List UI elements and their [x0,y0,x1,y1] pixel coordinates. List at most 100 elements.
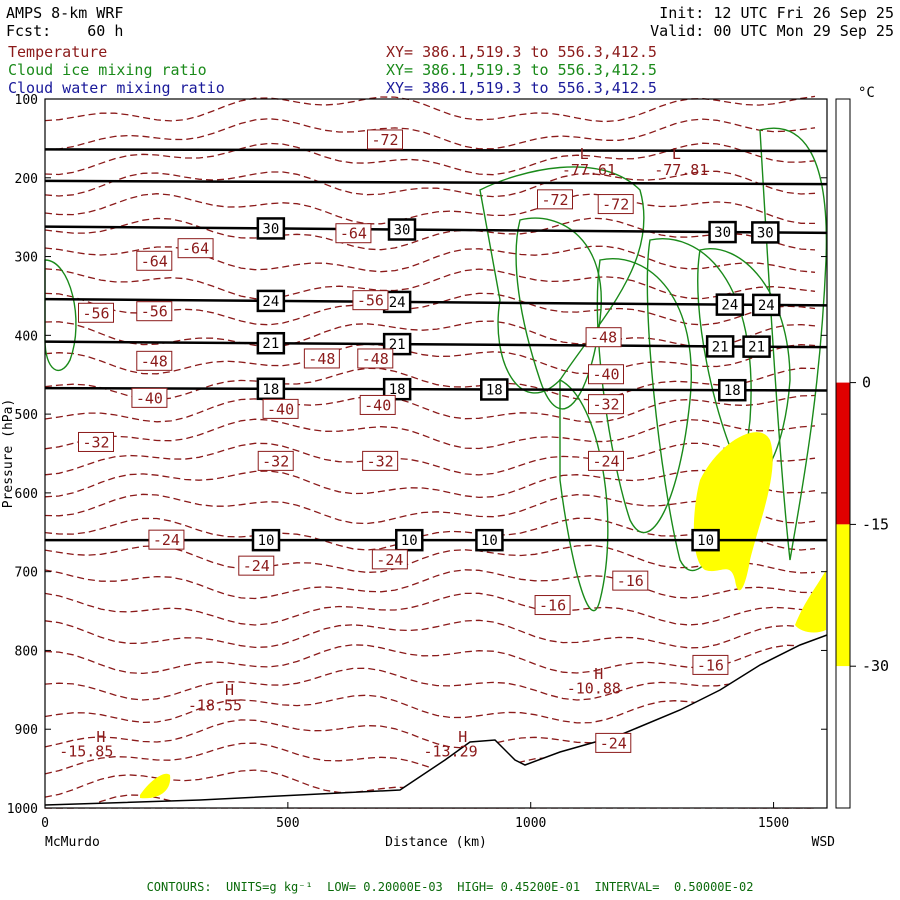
y-tick-label: 100 [15,93,38,108]
height-label-box [256,217,286,240]
height-label-box [395,528,424,552]
height-label-box [256,331,286,355]
temperature-label-box [78,431,114,452]
isotherm-line [44,292,816,326]
ice-contour [559,378,609,612]
temperature-label: -40 [136,389,163,407]
temperature-label: -15.85 [59,742,113,760]
height-label: 10 [481,533,498,549]
height-label: 18 [389,382,406,398]
temperature-label: -24 [600,734,627,752]
temperature-label: -77.81 [654,161,708,179]
temperature-label-box [595,732,632,753]
y-tick-label: 700 [15,566,38,581]
temperature-label: -40 [592,366,619,384]
temperature-label: -16 [697,656,724,674]
temperature-label-box [78,302,114,323]
y-tick-label: 400 [15,329,38,344]
x-tick-label: 500 [276,816,299,831]
axis-layer: 1002003004005006007008009001000Pressure … [1,93,835,850]
field-xy-ice: XY= 386.1,519.3 to 556.3,412.5 [386,61,657,79]
temperature-label: -48 [590,329,617,347]
y-tick-label: 800 [15,644,38,659]
isotherm-line [44,569,816,600]
isotherm-line [44,694,816,724]
isotherm-line [44,667,816,701]
temperature-label: -77.61 [562,161,616,179]
isotherm-line [44,118,816,150]
temperature-label-box [352,290,389,311]
height-label-box [475,528,504,552]
temperature-label: -32 [82,433,109,451]
colorbar-frame [835,98,851,809]
y-tick-label: 900 [15,723,38,738]
temperature-labels: -72L-77.61L-77.81-72 -72-64-64-64-56 -56-5… [59,129,729,760]
height-label: 21 [262,336,279,352]
temperature-label-box [177,238,214,259]
height-label-box [708,220,737,244]
height-label-box [751,221,780,244]
height-label-box [256,377,286,401]
temperature-label: -64 [182,240,209,258]
isotherm-line [44,517,816,551]
temperature-label: -24 [153,531,180,549]
temperature-label-box [537,189,573,210]
temperature-label-box [335,223,372,244]
terrain-fill [45,635,827,808]
colorbar-segment [836,666,850,808]
temperature-label-box [371,549,408,570]
isotherm-line [44,394,816,423]
height-line [44,340,828,349]
temperature-label: -40 [364,396,391,414]
isotherm-line [44,619,816,649]
temperature-label: -24 [243,557,270,575]
isotherm-line [44,592,816,626]
temperature-label-box [362,450,399,471]
temperature-label-box [534,595,571,616]
x-tick-label: 0 [41,816,49,831]
field-xy-water: XY= 386.1,519.3 to 556.3,412.5 [386,79,657,97]
height-label-box [387,218,417,241]
extremum-marker: L [672,145,681,163]
valid-time: Valid: 00 UTC Mon 29 Sep 25 [650,22,894,40]
height-label-box [251,528,281,552]
isotherm-line [44,343,816,375]
height-label-box [480,378,509,401]
height-label-box [691,528,720,552]
height-label: 10 [258,533,275,549]
height-line [44,148,828,153]
colorbar: 0 -15 -30 °C [835,85,889,809]
x-tick-label: 1000 [515,816,546,831]
temperature-label-box [136,350,173,371]
height-label: 18 [724,383,741,399]
temperature-label-box [136,250,173,271]
temperature-label-box [367,129,403,150]
height-label: 24 [758,298,775,314]
isotherm-line [44,418,816,450]
temperature-label-box [692,654,729,675]
cloud-water-region [795,570,826,633]
extremum-marker: L [580,145,589,163]
temperature-label-box [131,387,168,408]
temperature-label-box [303,348,340,369]
y-tick-label: 300 [15,251,38,266]
temperature-label: -24 [592,452,619,470]
temperature-label-box [257,450,294,471]
isotherm-line [44,193,816,225]
temperature-label: -32 [367,452,394,470]
colorbar-segment [836,524,850,667]
temperature-label: -24 [376,551,403,569]
isotherm-line [44,170,816,198]
isotherm-line [44,217,816,251]
temperature-label: -48 [308,350,335,368]
temperature-label: -48 [141,352,168,370]
ice-contour [515,217,602,410]
x-tick-label: 1500 [758,816,789,831]
height-line [44,386,828,392]
height-line [44,297,828,307]
height-label: 21 [712,339,729,355]
height-line [44,179,828,186]
forecast-hour: Fcst: 60 h [6,22,124,40]
